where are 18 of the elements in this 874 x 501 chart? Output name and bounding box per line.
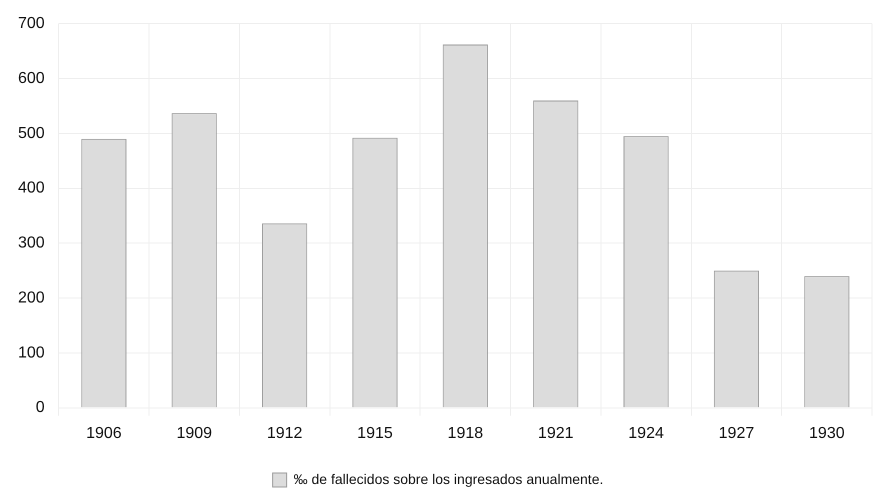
y-tick-label: 500 (18, 124, 45, 142)
y-tick-label: 700 (18, 15, 45, 32)
x-tick-label: 1918 (448, 424, 484, 442)
x-tick-label: 1906 (86, 424, 122, 442)
x-tick-label: 1912 (266, 424, 303, 442)
x-tick-label: 1930 (809, 424, 845, 442)
y-tick-label: 300 (18, 234, 45, 252)
y-tick-label: 200 (18, 289, 45, 306)
x-tick-label: 1927 (718, 424, 754, 442)
y-tick-label: 400 (18, 180, 45, 197)
y-tick-label: 600 (18, 70, 45, 87)
x-tick-label: 1924 (628, 424, 664, 442)
y-tick-label: 100 (18, 344, 45, 362)
x-tick-label: 1909 (176, 424, 212, 442)
legend-label: ‰ de fallecidos sobre los ingresados anualmente. (294, 470, 604, 487)
x-tick-label: 1921 (538, 424, 574, 442)
y-tick-label: 0 (36, 399, 45, 416)
x-tick-label: 1915 (357, 424, 393, 442)
